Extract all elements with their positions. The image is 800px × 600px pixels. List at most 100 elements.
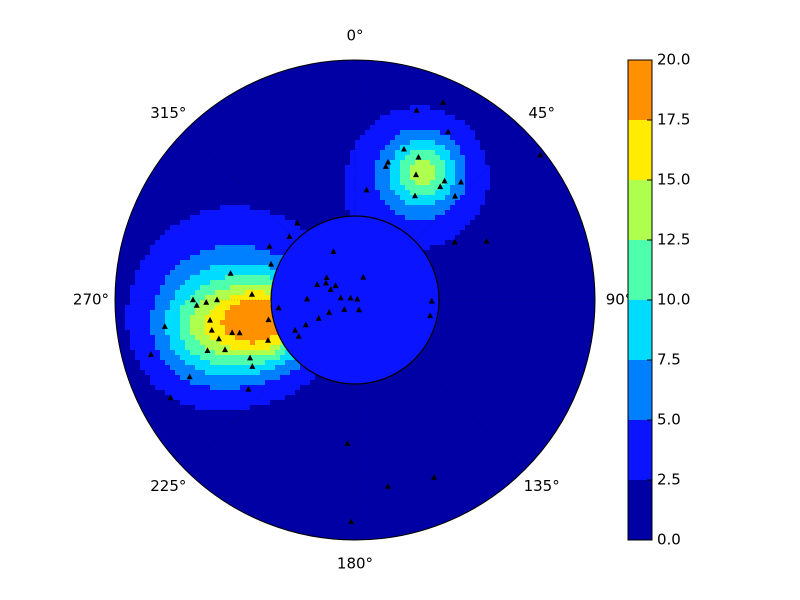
contour-cell [335, 150, 341, 156]
contour-cell [130, 225, 136, 231]
contour-cell [455, 165, 461, 171]
contour-cell [315, 170, 321, 176]
contour-cell [375, 140, 381, 146]
contour-cell [440, 345, 446, 351]
contour-cell [585, 300, 591, 306]
contour-cell [450, 130, 456, 136]
contour-cell [265, 85, 271, 91]
contour-cell [535, 230, 541, 236]
contour-cell [475, 290, 481, 296]
contour-cell [220, 105, 226, 111]
contour-cell [495, 320, 501, 326]
contour-cell [260, 190, 266, 196]
contour-cell [440, 360, 446, 366]
contour-cell [435, 170, 441, 176]
contour-cell [455, 175, 461, 181]
contour-cell [460, 310, 466, 316]
contour-cell [255, 280, 261, 286]
contour-cell [495, 240, 501, 246]
contour-cell [490, 345, 496, 351]
contour-cell [330, 85, 336, 91]
contour-cell [540, 180, 546, 186]
contour-cell [195, 340, 201, 346]
contour-cell [125, 280, 131, 286]
contour-cell [500, 205, 506, 211]
contour-cell [455, 270, 461, 276]
contour-cell [285, 110, 291, 116]
contour-cell [130, 355, 136, 361]
contour-cell [570, 235, 576, 241]
contour-cell [205, 160, 211, 166]
contour-cell [360, 140, 366, 146]
contour-cell [185, 280, 191, 286]
contour-cell [335, 155, 341, 161]
contour-cell [475, 240, 481, 246]
contour-cell [310, 185, 316, 191]
contour-cell [465, 195, 471, 201]
contour-cell [280, 95, 286, 101]
contour-cell [170, 265, 176, 271]
contour-cell [335, 145, 341, 151]
contour-cell [360, 200, 366, 206]
contour-cell [445, 255, 451, 261]
contour-cell [580, 350, 586, 356]
contour-cell [455, 145, 461, 151]
contour-cell [380, 120, 386, 126]
contour-cell [210, 240, 216, 246]
contour-cell [435, 265, 441, 271]
contour-cell [535, 235, 541, 241]
contour-cell [400, 85, 406, 91]
contour-cell [285, 160, 291, 166]
contour-cell [210, 350, 216, 356]
contour-cell [450, 90, 456, 96]
contour-cell [185, 165, 191, 171]
contour-cell [475, 250, 481, 256]
contour-cell [275, 135, 281, 141]
contour-cell [550, 300, 556, 306]
contour-cell [435, 330, 441, 336]
contour-cell [495, 335, 501, 341]
contour-cell [265, 185, 271, 191]
contour-cell [510, 235, 516, 241]
contour-cell [295, 140, 301, 146]
contour-cell [160, 210, 166, 216]
contour-cell [215, 190, 221, 196]
contour-cell [360, 85, 366, 91]
contour-cell [455, 305, 461, 311]
contour-cell [570, 300, 576, 306]
contour-cell [460, 335, 466, 341]
contour-cell [535, 175, 541, 181]
contour-cell [555, 205, 561, 211]
contour-cell [420, 240, 426, 246]
contour-cell [170, 365, 176, 371]
contour-cell [360, 120, 366, 126]
contour-cell [480, 300, 486, 306]
contour-cell [475, 165, 481, 171]
contour-cell [445, 145, 451, 151]
contour-cell [565, 220, 571, 226]
contour-cell [510, 355, 516, 361]
contour-cell [250, 180, 256, 186]
contour-cell [320, 75, 326, 81]
contour-cell [135, 205, 141, 211]
contour-cell [540, 205, 546, 211]
contour-cell [165, 195, 171, 201]
contour-cell [180, 315, 186, 321]
contour-cell [550, 245, 556, 251]
contour-cell [520, 130, 526, 136]
contour-cell [335, 120, 341, 126]
contour-cell [360, 95, 366, 101]
contour-cell [395, 190, 401, 196]
contour-cell [575, 310, 581, 316]
contour-cell [150, 325, 156, 331]
contour-cell [240, 110, 246, 116]
contour-cell [205, 235, 211, 241]
contour-cell [200, 280, 206, 286]
contour-cell [440, 280, 446, 286]
contour-cell [485, 285, 491, 291]
contour-cell [290, 120, 296, 126]
contour-cell [305, 190, 311, 196]
contour-cell [295, 230, 301, 236]
contour-cell [310, 110, 316, 116]
contour-cell [230, 360, 236, 366]
